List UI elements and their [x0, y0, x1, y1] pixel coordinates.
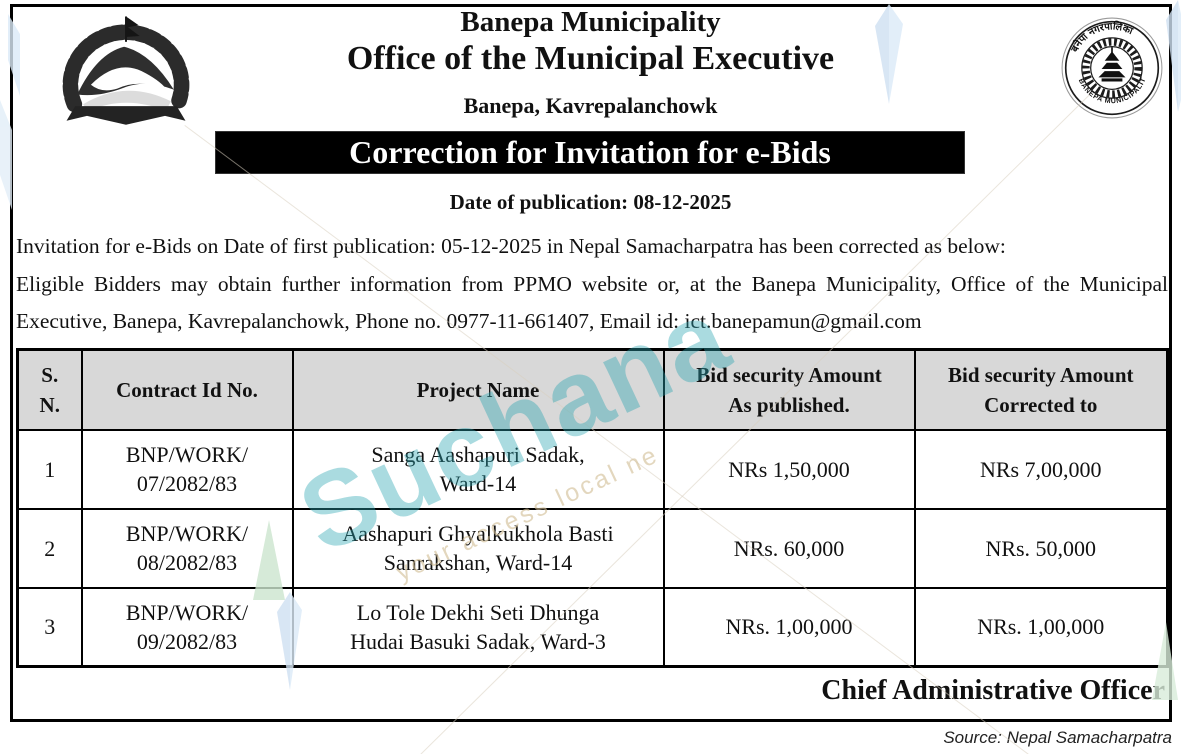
cell-bid-published: NRs. 60,000	[662, 507, 916, 589]
cell-project-name: Lo Tole Dekhi Seti Dhunga Hudai Basuki S…	[291, 586, 665, 668]
cell-bid-corrected: NRs 7,00,000	[913, 428, 1169, 510]
cell-sn: 3	[16, 586, 83, 668]
table-row: 1 BNP/WORK/ 07/2082/83 Sanga Aashapuri S…	[16, 428, 1169, 510]
cell-contract-id: BNP/WORK/ 07/2082/83	[80, 428, 294, 510]
header-sn: S. N.	[16, 348, 83, 431]
source-credit: Source: Nepal Samacharpatra	[943, 728, 1172, 747]
header-bid-corrected: Bid security Amount Corrected to	[913, 348, 1169, 431]
location-subtitle: Banepa, Kavrepalanchowk	[463, 93, 718, 118]
header-bid-published: Bid security Amount As published.	[662, 348, 916, 431]
banepa-municipality-seal: बनेपा नगरपालिका BANEPA MUNICIPALITY	[1060, 16, 1163, 119]
header-project-name: Project Name	[291, 348, 665, 431]
intro-paragraph: Invitation for e-Bids on Date of first p…	[16, 234, 1006, 258]
cell-sn: 1	[16, 428, 83, 510]
nepal-coat-of-arms-logo	[62, 16, 190, 125]
cell-bid-corrected: NRs. 50,000	[913, 507, 1169, 589]
table-row: 2 BNP/WORK/ 08/2082/83 Aashapuri Ghyalku…	[16, 507, 1169, 589]
cell-bid-corrected: NRs. 1,00,000	[913, 586, 1169, 668]
table-header-row: S. N. Contract Id No. Project Name Bid s…	[16, 348, 1169, 431]
publication-date: Date of publication: 08-12-2025	[449, 190, 732, 214]
cell-project-name: Aashapuri Ghyalkukhola Basti Sanrakshan,…	[291, 507, 665, 589]
bid-correction-table: S. N. Contract Id No. Project Name Bid s…	[16, 348, 1169, 668]
municipality-title: Banepa Municipality	[460, 6, 721, 38]
cell-bid-published: NRs. 1,00,000	[662, 586, 916, 668]
cell-project-name: Sanga Aashapuri Sadak, Ward-14	[291, 428, 665, 510]
signature-title: Chief Administrative Officer	[821, 675, 1165, 706]
cell-bid-published: NRs 1,50,000	[662, 428, 916, 510]
table-row: 3 BNP/WORK/ 09/2082/83 Lo Tole Dekhi Set…	[16, 586, 1169, 668]
office-title: Office of the Municipal Executive	[346, 40, 835, 77]
contact-paragraph: Eligible Bidders may obtain further info…	[16, 272, 1168, 333]
header-contract-id: Contract Id No.	[80, 348, 294, 431]
cell-contract-id: BNP/WORK/ 09/2082/83	[80, 586, 294, 668]
cell-sn: 2	[16, 507, 83, 589]
cell-contract-id: BNP/WORK/ 08/2082/83	[80, 507, 294, 589]
notice-title-banner: Correction for Invitation for e-Bids	[215, 131, 965, 174]
